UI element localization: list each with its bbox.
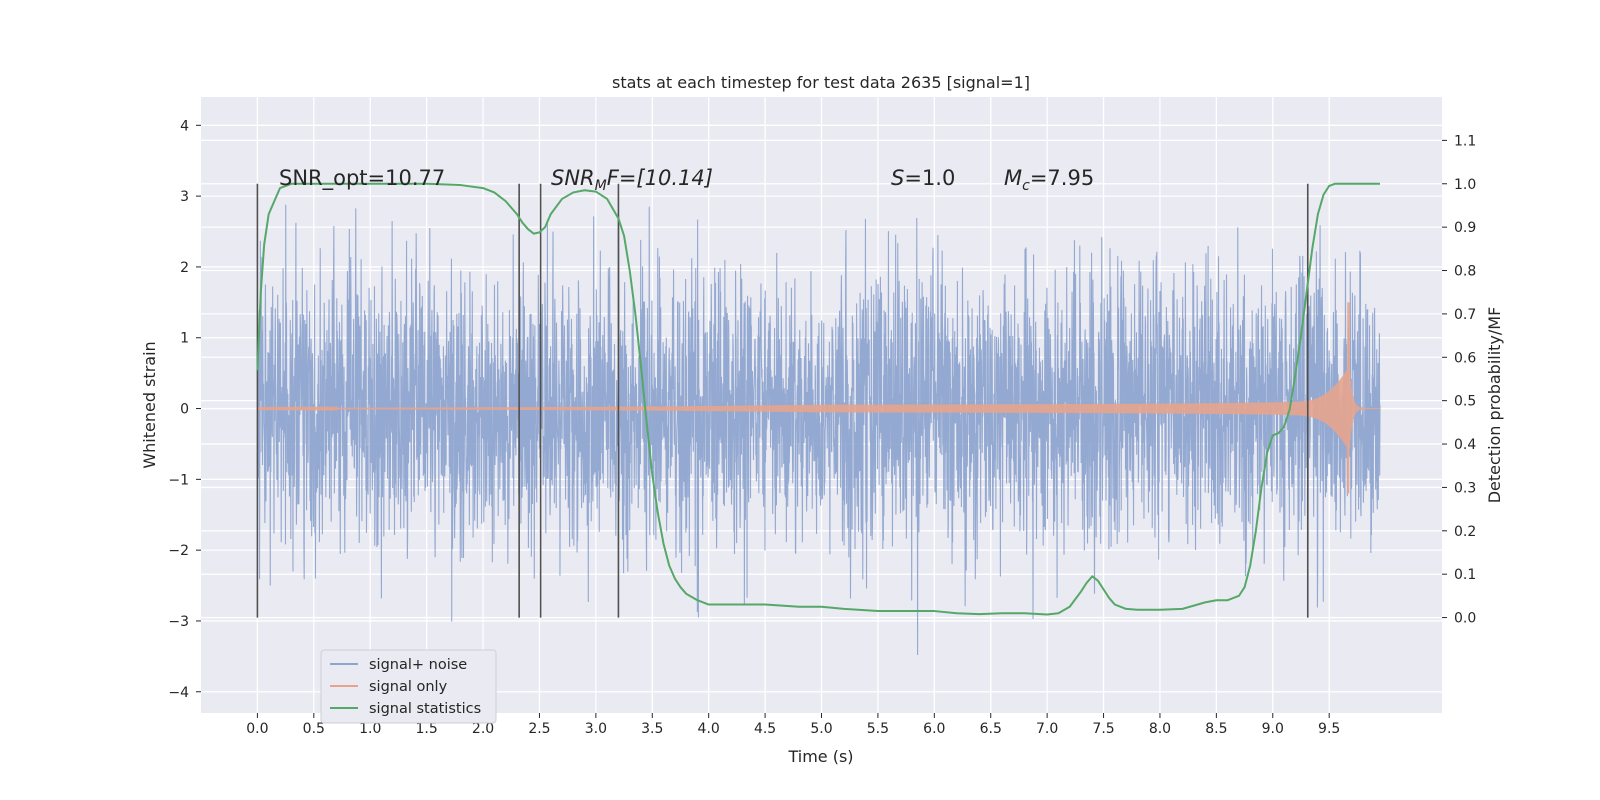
signal-noise-series: [256, 204, 1381, 656]
y-tick-label: −1: [168, 472, 189, 488]
vertical-markers: [256, 183, 1309, 618]
y-tick-label: 2: [180, 260, 189, 276]
y-tick-label: −4: [168, 685, 189, 701]
x-tick-label: 2.0: [472, 721, 494, 737]
tick-labels: 0.0 0.5 1.0 1.5 2.0 2.5 3.0 3.5 4.0 4.5 5.0 5.5 6.0 6…: [168, 118, 1476, 737]
x-tick-label: 1.5: [416, 721, 438, 737]
x-tick-label: 5.5: [867, 721, 889, 737]
x-tick-label: 6.5: [980, 721, 1002, 737]
snr-mf-sub: M: [595, 178, 607, 194]
x-axis-title: Time (s): [787, 747, 853, 766]
y-right-tick-label: 0.4: [1454, 437, 1476, 453]
x-tick-label: 9.5: [1318, 721, 1340, 737]
y-right-tick-label: 0.6: [1454, 350, 1476, 366]
x-tick-label: 0.5: [303, 721, 325, 737]
y-right-tick-label: 0.7: [1454, 307, 1476, 323]
signal-only-series: [256, 302, 1380, 494]
y-tick-label: 1: [180, 331, 189, 347]
x-tick-label: 1.0: [359, 721, 381, 737]
x-tick-label: 6.0: [923, 721, 945, 737]
y-right-tick-label: 1.1: [1454, 133, 1476, 149]
x-tick-label: 5.0: [810, 721, 832, 737]
y-tick-label: 3: [180, 189, 189, 205]
mc-rest: =7.95: [1030, 166, 1094, 190]
x-tick-label: 4.5: [754, 721, 776, 737]
x-tick-label: 4.0: [698, 721, 720, 737]
legend: signal+ noise signal only signal statist…: [320, 649, 497, 724]
chart-title: stats at each timestep for test data 263…: [612, 73, 1030, 92]
signal-statistics-series: [256, 182, 1380, 616]
y-right-tick-label: 0.0: [1454, 611, 1476, 627]
mc-sub: c: [1022, 178, 1030, 194]
y-tick-label: −2: [168, 543, 189, 559]
x-tick-label: 2.5: [528, 721, 550, 737]
y-right-tick-label: 0.9: [1454, 220, 1476, 236]
y-tick-label: −3: [168, 614, 189, 630]
y-right-tick-label: 0.8: [1454, 264, 1476, 280]
s-var: S: [891, 166, 904, 190]
y-axis-right-title: Detection probability/MF: [1485, 307, 1504, 504]
x-tick-label: 7.0: [1036, 721, 1058, 737]
legend-box: [320, 649, 497, 724]
signal-noise-line: [256, 204, 1381, 656]
y-right-tick-label: 0.5: [1454, 394, 1476, 410]
signal-only-line: [256, 302, 1380, 494]
y-right-tick-label: 0.1: [1454, 567, 1476, 583]
annotation-s: S=1.0: [891, 166, 955, 190]
legend-label-signal: signal only: [369, 679, 448, 695]
legend-label-stats: signal statistics: [369, 701, 481, 717]
snr-mf-rest: F=[10.14]: [607, 166, 713, 190]
annotation-snr-mf: SNRMF=[10.14]: [551, 166, 713, 194]
y-tick-label: 4: [180, 118, 189, 134]
x-tick-label: 9.0: [1262, 721, 1284, 737]
y-right-tick-label: 1.0: [1454, 177, 1476, 193]
y-right-tick-label: 0.3: [1454, 480, 1476, 496]
x-tick-label: 3.0: [585, 721, 607, 737]
x-tick-label: 8.0: [1149, 721, 1171, 737]
s-rest: =1.0: [904, 166, 955, 190]
x-tick-label: 3.5: [641, 721, 663, 737]
x-tick-label: 0.0: [246, 721, 268, 737]
annotation-snr-opt: SNR_opt=10.77: [279, 166, 445, 191]
legend-label-noise: signal+ noise: [369, 657, 467, 673]
mc-var: M: [1004, 166, 1022, 190]
y-axis-title: Whitened strain: [140, 341, 159, 468]
snr-mf-base: SNR: [551, 166, 595, 190]
y-tick-label: 0: [180, 402, 189, 418]
signal-statistics-line: [256, 182, 1380, 616]
annotation-mc: Mc=7.95: [1004, 166, 1094, 194]
x-tick-label: 7.5: [1092, 721, 1114, 737]
x-tick-label: 8.5: [1205, 721, 1227, 737]
y-right-tick-label: 0.2: [1454, 524, 1476, 540]
